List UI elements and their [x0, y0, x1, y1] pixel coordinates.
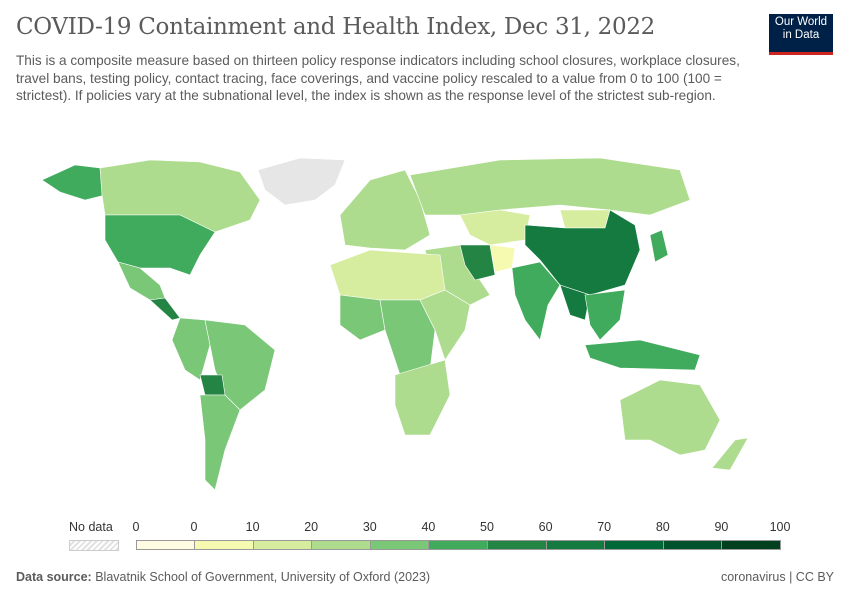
region-andes[interactable] — [171, 317, 211, 381]
legend-tick-label: 50 — [480, 520, 494, 534]
legend-bin[interactable] — [428, 540, 488, 550]
region-alaska[interactable] — [41, 164, 106, 201]
region-myanmar[interactable] — [559, 284, 591, 321]
region-australia[interactable] — [619, 379, 721, 456]
region-india[interactable] — [511, 261, 561, 341]
region-europe[interactable] — [339, 169, 431, 251]
region-greenland[interactable] — [257, 157, 346, 206]
region-central-america[interactable] — [149, 297, 181, 321]
legend-bin[interactable] — [545, 540, 606, 550]
chart-subtitle: This is a composite measure based on thi… — [16, 53, 740, 103]
legend-bin[interactable] — [662, 540, 723, 550]
region-iran[interactable] — [459, 244, 496, 281]
region-east-africa[interactable] — [419, 289, 471, 361]
legend-bin[interactable] — [369, 540, 430, 550]
footer-license[interactable]: coronavirus | CC BY — [720, 570, 834, 584]
region-japan[interactable] — [649, 229, 669, 263]
region-united-states[interactable] — [104, 214, 216, 276]
legend-bin[interactable] — [487, 540, 547, 550]
legend-tick-label: 40 — [421, 520, 436, 534]
legend-tick-label: 60 — [538, 520, 553, 534]
legend-tick-label: 80 — [655, 520, 670, 534]
legend-bin[interactable] — [604, 540, 664, 550]
region-bolivia[interactable] — [199, 374, 226, 396]
region-west-africa[interactable] — [339, 294, 386, 341]
region-russia[interactable] — [409, 157, 691, 216]
legend-tick-label: 10 — [245, 520, 260, 534]
data-source-link[interactable]: Blavatnik School of Government, Universi… — [95, 570, 431, 584]
data-source-label: Data source: — [16, 570, 92, 584]
legend-bin[interactable] — [136, 540, 195, 550]
legend-bin[interactable] — [721, 540, 781, 550]
owid-logo[interactable]: Our World in Data — [769, 14, 833, 55]
region-new-zealand[interactable] — [711, 437, 749, 471]
region-argentina[interactable] — [199, 394, 241, 491]
legend-tick-label: 100 — [769, 520, 791, 534]
legend-tick-label: 20 — [304, 520, 319, 534]
legend-no-data-label: No data — [69, 520, 113, 534]
legend-tick-label: 70 — [597, 520, 612, 534]
legend-bin[interactable] — [252, 540, 313, 550]
region-mongolia[interactable] — [559, 209, 611, 229]
region-north-africa[interactable] — [329, 249, 446, 301]
world-map[interactable] — [0, 145, 850, 515]
chart-title: COVID-19 Containment and Health Index, D… — [16, 14, 655, 40]
data-source: Data source: Blavatnik School of Governm… — [16, 570, 430, 584]
legend-tick-label: 0 — [190, 520, 198, 534]
legend-no-data-swatch — [69, 540, 119, 551]
region-canada[interactable] — [99, 159, 261, 233]
legend-tick-label: 90 — [714, 520, 729, 534]
region-southern-africa[interactable] — [394, 359, 451, 436]
region-china[interactable] — [524, 209, 641, 296]
legend-bin[interactable] — [194, 540, 254, 550]
region-southeast-asia[interactable] — [584, 289, 626, 341]
region-kazakhstan[interactable] — [459, 209, 531, 246]
legend-tick-label: 0 — [132, 520, 140, 534]
legend-tick-label: 30 — [362, 520, 377, 534]
legend-bin[interactable] — [311, 540, 371, 550]
region-indonesia[interactable] — [584, 339, 701, 371]
legend: No data 0 0 10 20 30 40 50 60 70 80 90 100 — [0, 518, 850, 552]
